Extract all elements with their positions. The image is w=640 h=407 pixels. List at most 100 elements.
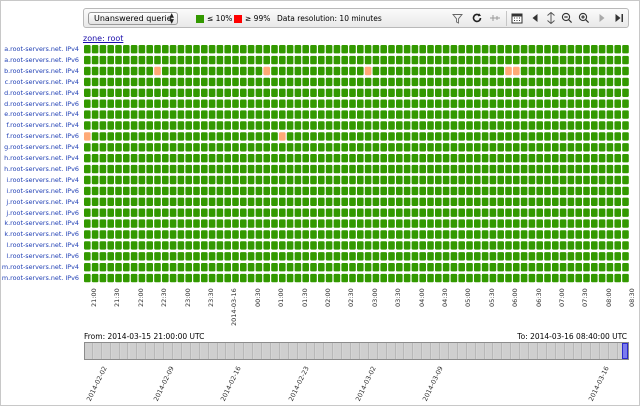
heatmap-cell[interactable] [372, 99, 380, 108]
heatmap-cell[interactable] [458, 77, 465, 87]
heatmap-cell[interactable] [310, 77, 317, 87]
heatmap-cell[interactable] [474, 110, 481, 119]
heatmap-cell[interactable] [232, 263, 239, 272]
heatmap-cell[interactable] [606, 66, 614, 76]
heatmap-cell[interactable] [598, 263, 606, 272]
heatmap-cell[interactable] [123, 230, 130, 239]
heatmap-cell[interactable] [622, 208, 629, 217]
heatmap-cell[interactable] [247, 99, 255, 108]
heatmap-cell[interactable] [575, 273, 582, 283]
heatmap-cell[interactable] [115, 219, 122, 228]
heatmap-cell[interactable] [177, 241, 185, 250]
heatmap-cell[interactable] [208, 252, 216, 261]
heatmap-cell[interactable] [224, 88, 231, 97]
heatmap-cell[interactable] [528, 252, 536, 261]
heatmap-cell[interactable] [357, 164, 364, 174]
heatmap-cell[interactable] [138, 186, 146, 196]
timeline-cell[interactable] [556, 343, 565, 359]
timeline-cell[interactable] [218, 343, 227, 359]
heatmap-cell[interactable] [310, 186, 317, 196]
heatmap-cell[interactable] [388, 132, 395, 141]
heatmap-cell[interactable] [513, 55, 520, 65]
heatmap-cell[interactable] [435, 45, 442, 54]
heatmap-cell[interactable] [372, 252, 380, 261]
heatmap-cell[interactable] [458, 175, 465, 185]
heatmap-cell[interactable] [606, 186, 614, 196]
heatmap-cell[interactable] [247, 143, 255, 152]
heatmap-cell[interactable] [185, 219, 192, 228]
heatmap-cell[interactable] [364, 164, 372, 174]
heatmap-cell[interactable] [341, 273, 348, 283]
heatmap-cell[interactable] [559, 121, 567, 130]
timeline-cell[interactable] [334, 343, 343, 359]
heatmap-cell[interactable] [544, 252, 551, 261]
heatmap-cell[interactable] [130, 186, 138, 196]
heatmap-cell[interactable] [341, 45, 348, 54]
heatmap-cell[interactable] [622, 88, 629, 97]
heatmap-cell[interactable] [115, 99, 122, 108]
heatmap-cell[interactable] [481, 208, 489, 217]
heatmap-cell[interactable] [372, 132, 380, 141]
previous-icon[interactable] [528, 11, 542, 25]
heatmap-cell[interactable] [606, 175, 614, 185]
heatmap-cell[interactable] [372, 154, 380, 163]
heatmap-cell[interactable] [271, 241, 278, 250]
heatmap-cell[interactable] [255, 186, 263, 196]
heatmap-cell[interactable] [552, 252, 559, 261]
heatmap-cell[interactable] [310, 252, 317, 261]
heatmap-cell[interactable] [216, 208, 224, 217]
heatmap-cell[interactable] [606, 55, 614, 65]
heatmap-cell[interactable] [185, 154, 192, 163]
heatmap-cell[interactable] [255, 99, 263, 108]
heatmap-cell[interactable] [403, 219, 411, 228]
heatmap-cell[interactable] [115, 77, 122, 87]
timeline-cell[interactable] [182, 343, 191, 359]
heatmap-cell[interactable] [403, 273, 411, 283]
heatmap-cell[interactable] [255, 45, 263, 54]
timeline-cell[interactable] [111, 343, 120, 359]
heatmap-cell[interactable] [552, 230, 559, 239]
heatmap-cell[interactable] [232, 252, 239, 261]
heatmap-cell[interactable] [528, 186, 536, 196]
heatmap-cell[interactable] [458, 45, 465, 54]
heatmap-cell[interactable] [450, 77, 458, 87]
heatmap-cell[interactable] [232, 110, 239, 119]
row-label[interactable]: l.root-servers.net. IPv4 [6, 241, 79, 250]
heatmap-cell[interactable] [341, 55, 348, 65]
heatmap-cell[interactable] [536, 154, 543, 163]
heatmap-cell[interactable] [216, 219, 224, 228]
heatmap-cell[interactable] [466, 263, 473, 272]
heatmap-cell[interactable] [91, 273, 99, 283]
heatmap-cell[interactable] [380, 164, 387, 174]
heatmap-cell[interactable] [466, 175, 473, 185]
heatmap-cell[interactable] [333, 230, 341, 239]
heatmap-cell[interactable] [567, 175, 575, 185]
heatmap-cell[interactable] [318, 252, 325, 261]
heatmap-cell[interactable] [403, 175, 411, 185]
heatmap-cell[interactable] [201, 175, 208, 185]
heatmap-cell[interactable] [123, 154, 130, 163]
heatmap-cell[interactable] [583, 273, 590, 283]
heatmap-cell[interactable] [622, 197, 629, 206]
heatmap-cell[interactable] [614, 143, 621, 152]
heatmap-cell[interactable] [614, 186, 621, 196]
heatmap-cell[interactable] [279, 164, 286, 174]
heatmap-cell[interactable] [216, 143, 224, 152]
heatmap-cell[interactable] [84, 121, 91, 130]
heatmap-cell[interactable] [193, 263, 200, 272]
heatmap-cell[interactable] [286, 110, 294, 119]
heatmap-cell[interactable] [388, 99, 395, 108]
timeline-cell[interactable] [449, 343, 458, 359]
heatmap-cell[interactable] [497, 66, 504, 76]
heatmap-cell[interactable] [419, 230, 426, 239]
heatmap-cell[interactable] [349, 143, 356, 152]
heatmap-cell[interactable] [380, 45, 387, 54]
heatmap-cell[interactable] [91, 252, 99, 261]
heatmap-cell[interactable] [364, 88, 372, 97]
heatmap-cell[interactable] [419, 99, 426, 108]
heatmap-cell[interactable] [208, 66, 216, 76]
heatmap-cell[interactable] [411, 121, 419, 130]
heatmap-cell[interactable] [286, 197, 294, 206]
heatmap-cell[interactable] [286, 230, 294, 239]
heatmap-cell[interactable] [138, 208, 146, 217]
